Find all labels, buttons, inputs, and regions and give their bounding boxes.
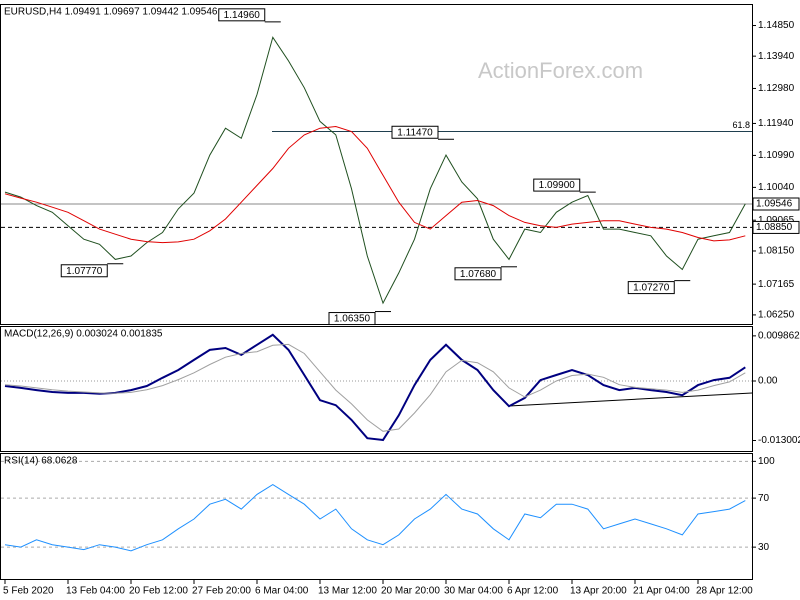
y-tick-label: 1.13940 bbox=[758, 51, 795, 62]
watermark: ActionForex.com bbox=[478, 58, 643, 83]
price-level-box bbox=[752, 220, 800, 234]
y-tick-label: 1.14850 bbox=[758, 20, 795, 31]
annotation-box bbox=[454, 267, 502, 281]
x-tick-label: 30 Mar 04:00 bbox=[444, 586, 503, 597]
y-tick-label: 30 bbox=[758, 542, 770, 553]
annotation-label: 1.09900 bbox=[539, 180, 576, 191]
series-line bbox=[4, 333, 746, 442]
y-tick-label: 1.10040 bbox=[758, 182, 795, 193]
price-panel bbox=[0, 4, 753, 325]
x-tick-label: 20 Feb 12:00 bbox=[129, 586, 188, 597]
y-tick-label: -0.013002 bbox=[758, 435, 800, 446]
annotation-box bbox=[533, 178, 581, 192]
panel-title: RSI(14) 68.0628 bbox=[4, 456, 78, 467]
x-tick-label: 5 Feb 2020 bbox=[3, 586, 54, 597]
trend-line bbox=[508, 392, 753, 407]
x-tick-label: 21 Apr 04:00 bbox=[633, 586, 690, 597]
annotation-label: 1.06350 bbox=[334, 314, 371, 325]
x-tick-label: 6 Mar 04:00 bbox=[255, 586, 309, 597]
x-tick-label: 13 Apr 20:00 bbox=[570, 586, 627, 597]
x-tick-label: 28 Apr 12:00 bbox=[696, 586, 753, 597]
y-tick-label: 1.07165 bbox=[758, 279, 795, 290]
y-tick-label: 0.00 bbox=[758, 376, 778, 387]
annotation-label: 1.07680 bbox=[460, 269, 497, 280]
annotation-label: 1.07270 bbox=[633, 283, 670, 294]
y-tick-label: 0.009862 bbox=[758, 331, 800, 342]
y-tick-label: 1.06250 bbox=[758, 310, 795, 321]
macd-panel bbox=[0, 326, 753, 452]
annotation-label: 1.07770 bbox=[66, 266, 103, 277]
series-line bbox=[4, 343, 746, 432]
series-line bbox=[4, 484, 746, 552]
y-tick-label: 1.12980 bbox=[758, 83, 795, 94]
annotation-label: 1.11470 bbox=[397, 127, 433, 138]
y-tick-label: 1.09065 bbox=[758, 215, 795, 226]
annotation-box bbox=[60, 264, 108, 278]
panel-title: MACD(12,26,9) 0.003024 0.001835 bbox=[4, 329, 163, 340]
annotation-box bbox=[391, 125, 439, 139]
price-level-box bbox=[752, 197, 800, 211]
annotation-box bbox=[218, 8, 266, 22]
rsi-panel bbox=[0, 453, 753, 580]
fib-label: 61.8 bbox=[732, 120, 750, 130]
y-tick-label: 1.08150 bbox=[758, 246, 795, 257]
y-tick-label: 1.10990 bbox=[758, 150, 795, 161]
panel-title: EURUSD,H4 1.09491 1.09697 1.09442 1.0954… bbox=[4, 7, 218, 18]
price-level-label: 1.08850 bbox=[756, 222, 793, 233]
y-tick-label: 1.11940 bbox=[758, 118, 794, 129]
y-tick-label: 70 bbox=[758, 493, 770, 504]
x-tick-label: 13 Mar 12:00 bbox=[318, 586, 377, 597]
series-line bbox=[4, 125, 746, 244]
annotation-box bbox=[328, 312, 376, 326]
series-line bbox=[4, 36, 746, 305]
x-tick-label: 13 Feb 04:00 bbox=[66, 586, 125, 597]
y-tick-label: 100 bbox=[758, 456, 775, 467]
x-tick-label: 27 Feb 20:00 bbox=[192, 586, 251, 597]
price-level-label: 1.09546 bbox=[756, 199, 793, 210]
annotation-label: 1.14960 bbox=[224, 10, 261, 21]
x-tick-label: 20 Mar 20:00 bbox=[381, 586, 440, 597]
annotation-box bbox=[627, 281, 675, 295]
x-tick-label: 6 Apr 12:00 bbox=[507, 586, 559, 597]
